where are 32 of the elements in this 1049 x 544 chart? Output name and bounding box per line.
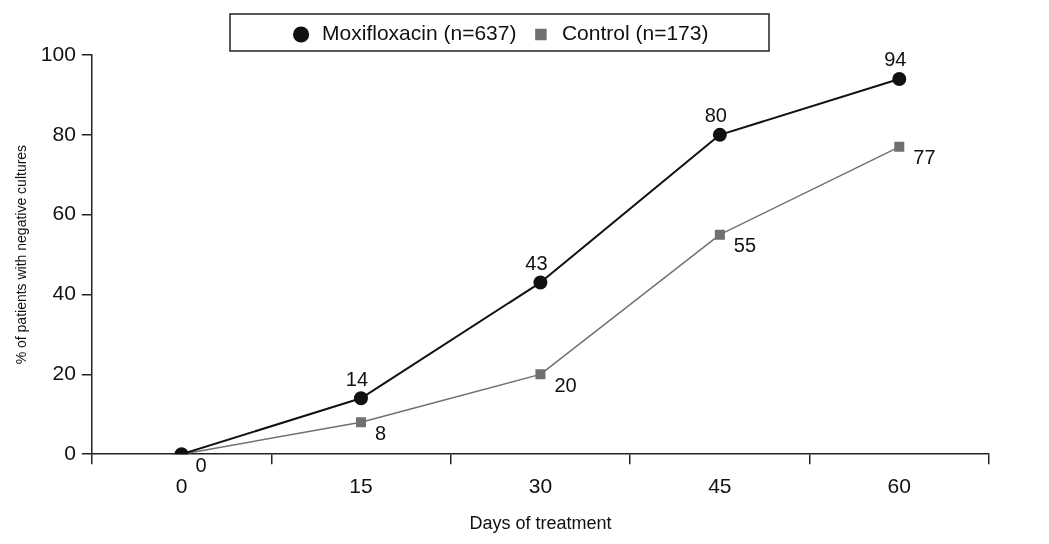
data-label: 0 [195, 453, 207, 476]
y-tick-label: 0 [64, 441, 76, 464]
x-tick-label: 0 [175, 473, 188, 497]
x-axis-title: Days of treatment [469, 513, 612, 534]
point [533, 275, 548, 290]
point [353, 391, 368, 406]
data-label: 80 [704, 104, 727, 127]
x-tick-label: 30 [528, 473, 553, 497]
y-tick-label: 100 [40, 41, 76, 65]
data-label: 55 [733, 234, 757, 257]
data-label: 8 [374, 421, 387, 444]
point [355, 417, 366, 428]
y-tick-label: 40 [52, 281, 76, 305]
point [894, 141, 905, 152]
x-tick-label: 45 [708, 473, 732, 497]
y-tick-label: 60 [52, 201, 76, 225]
point [892, 71, 907, 86]
x-tick-label: 15 [349, 473, 373, 497]
data-label: 20 [554, 373, 577, 396]
y-axis-title: % of patients with negative cultures [13, 144, 30, 365]
data-label: 14 [345, 367, 369, 390]
data-label: 77 [913, 146, 936, 169]
legend-label: Moxifloxacin (n=637) [322, 21, 517, 45]
data-label: 43 [525, 252, 548, 275]
point [714, 229, 725, 240]
y-tick-label: 80 [52, 121, 76, 145]
point [712, 127, 727, 142]
legend-label: Control (n=173) [561, 21, 709, 45]
point [535, 369, 546, 380]
x-tick-label: 60 [887, 473, 911, 497]
y-tick-label: 20 [52, 361, 76, 385]
data-label: 94 [884, 48, 907, 71]
